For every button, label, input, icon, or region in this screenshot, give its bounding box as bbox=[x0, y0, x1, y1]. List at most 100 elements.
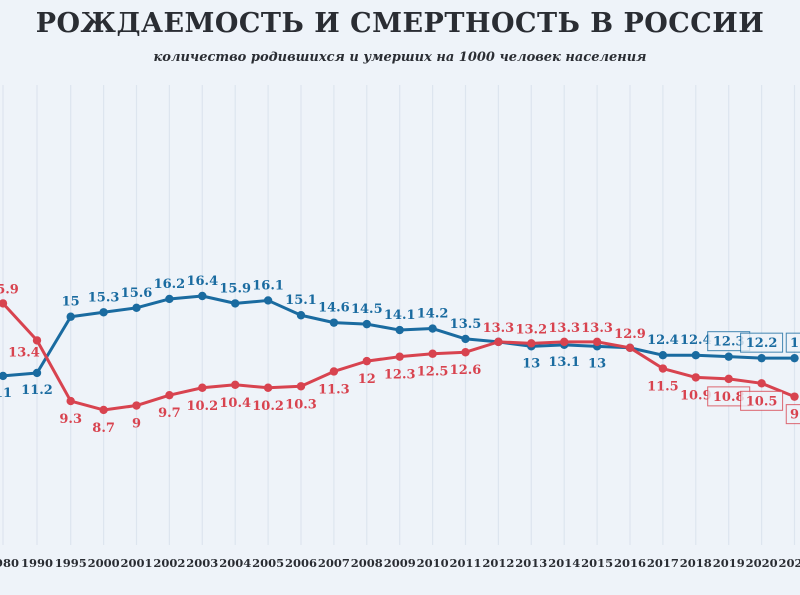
births-point bbox=[560, 337, 569, 347]
births-value-label: 10.2 bbox=[252, 399, 284, 414]
deaths-point bbox=[66, 312, 75, 321]
x-tick-label: 2003 bbox=[186, 556, 218, 570]
value-label-box bbox=[740, 332, 784, 353]
births-value-label: 13.3 bbox=[548, 321, 580, 336]
x-tick-label: 2014 bbox=[548, 556, 580, 570]
births-value-label: 11.5 bbox=[647, 380, 679, 395]
deaths-value-label: 13 bbox=[522, 356, 540, 371]
births-value-label: 10.2 bbox=[186, 399, 218, 414]
x-tick-label: 2007 bbox=[318, 556, 350, 570]
deaths-point bbox=[231, 299, 240, 308]
births-point bbox=[231, 380, 240, 389]
births-point bbox=[32, 336, 42, 345]
deaths-value-label: 16.2 bbox=[154, 277, 186, 292]
births-value-label: 10.4 bbox=[219, 396, 251, 411]
x-tick-label: 2011 bbox=[449, 556, 481, 570]
deaths-point bbox=[461, 334, 470, 344]
deaths-value-label: 12.2 bbox=[746, 336, 778, 351]
value-label-box bbox=[785, 404, 800, 425]
deaths-value-label: 14.5 bbox=[351, 302, 383, 317]
deaths-point bbox=[263, 296, 273, 305]
births-point bbox=[329, 367, 339, 376]
births-value-label: 9 bbox=[790, 408, 799, 423]
births-value-label: 12 bbox=[358, 372, 376, 387]
deaths-value-label: 15.9 bbox=[219, 281, 251, 296]
x-tick-label: 1990 bbox=[21, 556, 53, 570]
births-point bbox=[428, 349, 437, 358]
x-tick-label: 2005 bbox=[252, 556, 284, 570]
births-point bbox=[66, 396, 75, 406]
deaths-value-label: 15.1 bbox=[285, 293, 317, 308]
deaths-value-label: 16.4 bbox=[186, 274, 218, 289]
births-point bbox=[263, 383, 273, 392]
x-tick-label: 2017 bbox=[647, 556, 679, 570]
births-point bbox=[527, 339, 536, 348]
deaths-value-label: 14.6 bbox=[318, 301, 350, 316]
births-point bbox=[592, 337, 602, 347]
births-value-label: 12.9 bbox=[614, 327, 646, 342]
x-tick-label: 2001 bbox=[120, 556, 152, 570]
x-tick-label: 1995 bbox=[55, 556, 87, 570]
births-value-label: 15.9 bbox=[0, 282, 19, 297]
deaths-point bbox=[691, 351, 700, 360]
deaths-value-label: 11 bbox=[0, 386, 12, 401]
deaths-value-label: 13 bbox=[588, 356, 606, 371]
births-value-label: 12.3 bbox=[384, 368, 416, 383]
deaths-point bbox=[0, 371, 8, 381]
births-value-label: 13.2 bbox=[515, 322, 547, 337]
births-value-label: 10.3 bbox=[285, 397, 317, 412]
x-tick-label: 2002 bbox=[153, 556, 185, 570]
births-point bbox=[658, 364, 668, 373]
births-value-label: 8.7 bbox=[92, 421, 115, 436]
deaths-point bbox=[329, 318, 339, 327]
births-point bbox=[461, 348, 470, 357]
deaths-value-label: 15 bbox=[62, 295, 80, 310]
deaths-value-label: 15.6 bbox=[121, 286, 153, 301]
deaths-value-label: 11.2 bbox=[21, 383, 53, 398]
deaths-point bbox=[198, 291, 207, 301]
deaths-point bbox=[428, 324, 437, 333]
deaths-point bbox=[395, 325, 404, 335]
value-label-box bbox=[740, 390, 784, 411]
births-point bbox=[724, 374, 733, 384]
deaths-point bbox=[658, 351, 668, 360]
chart-title: РОЖДАЕМОСТЬ И СМЕРТНОСТЬ В РОССИИ bbox=[35, 8, 765, 39]
births-value-label: 13.3 bbox=[483, 321, 515, 336]
chart-subtitle: количество родившихся и умерших на 1000 … bbox=[153, 50, 647, 65]
births-point bbox=[757, 379, 766, 388]
x-tick-label: 2010 bbox=[417, 556, 449, 570]
deaths-value-label: 15.3 bbox=[88, 290, 120, 305]
births-point bbox=[296, 382, 306, 391]
births-point bbox=[494, 337, 503, 347]
births-value-label: 9 bbox=[132, 417, 141, 432]
x-tick-label: 2006 bbox=[285, 556, 317, 570]
deaths-value-label: 1 bbox=[790, 336, 799, 351]
x-tick-label: 2016 bbox=[614, 556, 646, 570]
value-label-box bbox=[785, 332, 800, 353]
deaths-point bbox=[132, 303, 141, 313]
deaths-value-label: 12.3 bbox=[713, 335, 745, 350]
deaths-point bbox=[99, 308, 108, 317]
births-point bbox=[0, 299, 8, 308]
deaths-value-label: 14.2 bbox=[417, 307, 449, 322]
births-point bbox=[99, 405, 108, 415]
births-value-label: 10.9 bbox=[680, 388, 712, 403]
deaths-value-label: 12.4 bbox=[647, 333, 679, 348]
x-tick-label: 2009 bbox=[384, 556, 416, 570]
deaths-value-label: 13.5 bbox=[450, 317, 482, 332]
deaths-value-label: 12.4 bbox=[680, 333, 712, 348]
births-point bbox=[395, 352, 404, 361]
deaths-point bbox=[362, 319, 371, 329]
births-point bbox=[198, 383, 207, 392]
births-value-label: 9.3 bbox=[59, 412, 82, 427]
births-point bbox=[165, 390, 174, 400]
x-tick-label: 2012 bbox=[482, 556, 514, 570]
births-value-label: 13.4 bbox=[8, 345, 40, 360]
births-value-label: 10.8 bbox=[713, 390, 745, 405]
births-value-label: 12.6 bbox=[450, 363, 482, 378]
deaths-point bbox=[757, 353, 766, 363]
deaths-point bbox=[296, 311, 306, 320]
x-tick-label: 2018 bbox=[680, 556, 712, 570]
